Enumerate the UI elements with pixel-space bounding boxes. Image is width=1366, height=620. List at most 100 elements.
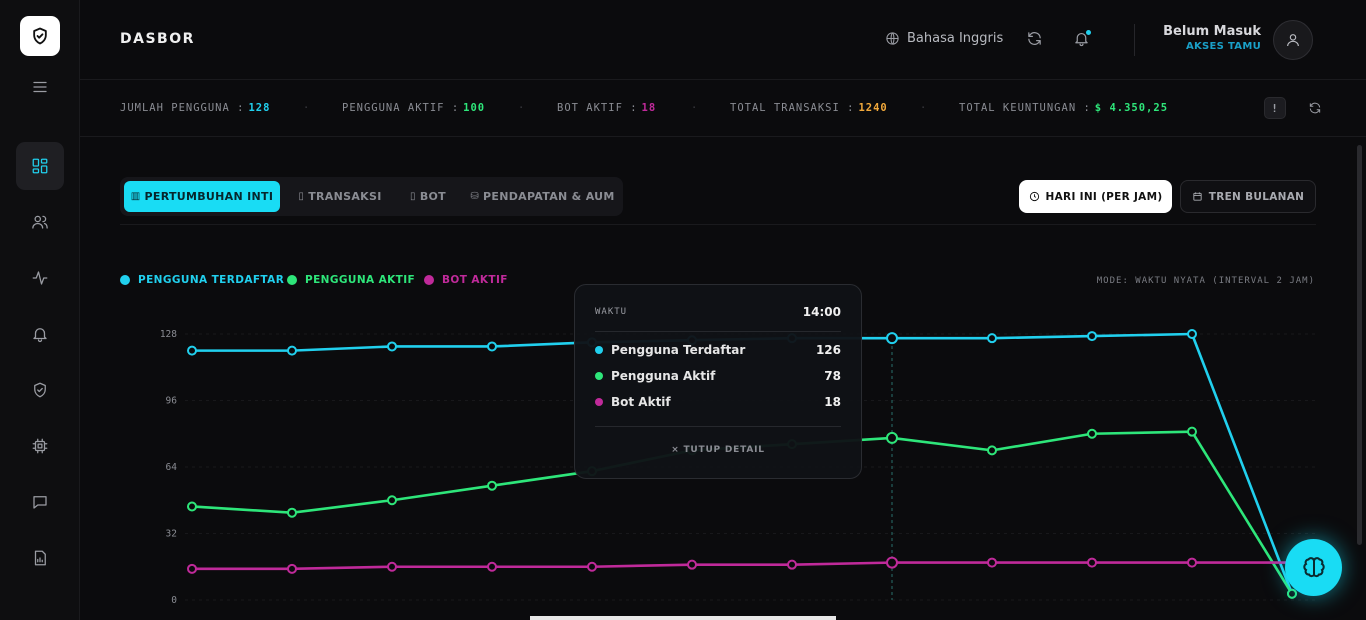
sidebar: [0, 0, 80, 620]
ai-assistant-button[interactable]: [1285, 539, 1342, 596]
legend-dot: [424, 275, 434, 285]
legend-dot: [287, 275, 297, 285]
cpu-icon: [32, 438, 48, 454]
data-point: [587, 561, 597, 572]
brain-icon: [1302, 556, 1325, 577]
legend-active[interactable]: PENGGUNA AKTIF: [287, 274, 415, 286]
tab-core-growth[interactable]: ▥ PERTUMBUHAN INTI: [124, 181, 280, 212]
tx-icon: ▯: [298, 191, 305, 202]
tooltip-divider: [595, 331, 841, 332]
clock-icon: [1029, 191, 1039, 202]
data-point: [487, 561, 497, 572]
activity-icon: [32, 271, 48, 285]
data-point: [487, 341, 497, 352]
tooltip-row-registered: Pengguna Terdaftar 126: [595, 343, 841, 357]
separator: ·: [920, 102, 928, 114]
tooltip-label: Pengguna Terdaftar: [611, 343, 746, 357]
stat-value: 18: [641, 102, 657, 114]
stat-value: 1240: [858, 102, 888, 114]
info-button[interactable]: !: [1264, 97, 1286, 119]
stat-label: TOTAL KEUNTUNGAN :: [959, 102, 1091, 114]
stats-bar: JUMLAH PENGGUNA :128 · PENGGUNA AKTIF :1…: [80, 80, 1366, 137]
refresh-button[interactable]: [1026, 30, 1043, 51]
legend-dot: [120, 275, 130, 285]
period-today-label: HARI INI (PER JAM): [1045, 190, 1163, 203]
data-point: [787, 559, 797, 570]
refresh-icon: [1028, 32, 1041, 45]
tab-transactions[interactable]: ▯ TRANSAKSI: [290, 181, 390, 212]
tab-bot[interactable]: ▯ BOT: [396, 181, 460, 212]
y-tick-label: 32: [166, 529, 177, 540]
tooltip-row-active: Pengguna Aktif 78: [595, 369, 841, 383]
shield-check-icon: [33, 27, 47, 45]
tooltip-dot: [595, 398, 603, 406]
user-name: Belum Masuk: [1163, 24, 1261, 39]
sidebar-item-activity[interactable]: [16, 254, 64, 302]
data-point: [987, 333, 997, 344]
hamburger-icon: [33, 81, 47, 93]
avatar[interactable]: [1273, 20, 1313, 60]
period-monthly-label: TREN BULANAN: [1208, 190, 1305, 203]
data-point: [1187, 426, 1197, 437]
chart-tooltip: WAKTU 14:00 Pengguna Terdaftar 126 Penggu…: [574, 284, 862, 479]
bell-icon: [1075, 32, 1088, 47]
tooltip-value: 126: [815, 343, 841, 357]
stat-label: BOT AKTIF :: [557, 102, 638, 114]
stat-value: 128: [248, 102, 271, 114]
tab-revenue-aum[interactable]: ⛁ PENDAPATAN & AUM: [470, 181, 615, 212]
period-monthly-button[interactable]: TREN BULANAN: [1180, 180, 1316, 213]
tooltip-divider: [595, 426, 841, 427]
stats-refresh-button[interactable]: [1304, 97, 1326, 119]
scrollbar[interactable]: [1357, 145, 1362, 545]
tooltip-close-button[interactable]: × TUTUP DETAIL: [671, 445, 765, 455]
data-point: [886, 332, 898, 345]
data-point: [187, 501, 197, 512]
tooltip-dot: [595, 346, 603, 354]
sidebar-item-system[interactable]: [16, 422, 64, 470]
stat-active-users: PENGGUNA AKTIF :100: [342, 102, 485, 114]
mode-indicator: MODE: WAKTU NYATA (INTERVAL 2 JAM): [1096, 276, 1315, 286]
notifications-button[interactable]: [1073, 30, 1091, 51]
sidebar-item-messages[interactable]: [16, 478, 64, 526]
sidebar-item-users[interactable]: [16, 198, 64, 246]
period-today-button[interactable]: HARI INI (PER JAM): [1019, 180, 1172, 213]
menu-toggle-button[interactable]: [16, 63, 64, 111]
data-point: [886, 556, 898, 569]
stat-label: PENGGUNA AKTIF :: [342, 102, 460, 114]
sidebar-item-security[interactable]: [16, 366, 64, 414]
y-tick-label: 0: [171, 595, 177, 606]
data-point: [187, 563, 197, 574]
legend-label: PENGGUNA TERDAFTAR: [138, 274, 285, 286]
legend-label: PENGGUNA AKTIF: [305, 274, 416, 286]
data-point: [1287, 588, 1297, 599]
data-point: [1187, 329, 1197, 339]
legend-bots[interactable]: BOT AKTIF: [424, 274, 508, 286]
data-point: [987, 557, 997, 568]
sidebar-item-dashboard[interactable]: [16, 142, 64, 190]
separator: ·: [518, 102, 526, 114]
stat-label: JUMLAH PENGGUNA :: [120, 102, 245, 114]
sidebar-item-notifications[interactable]: [16, 310, 64, 358]
page-title: DASBOR: [120, 31, 195, 47]
user-icon: [1287, 34, 1299, 47]
legend-registered[interactable]: PENGGUNA TERDAFTAR: [120, 274, 284, 286]
data-point: [387, 341, 397, 352]
chat-icon: [33, 496, 47, 509]
data-point: [1187, 557, 1197, 568]
y-tick-label: 96: [166, 396, 178, 407]
bot-icon: ▯: [410, 191, 416, 202]
tooltip-label: Bot Aktif: [611, 395, 671, 409]
money-icon: ⛁: [470, 191, 480, 202]
dashboard-icon: [32, 158, 48, 174]
language-selector[interactable]: Bahasa Inggris: [885, 31, 1003, 46]
tooltip-time: 14:00: [802, 305, 841, 319]
tooltip-label: Pengguna Aktif: [611, 369, 716, 383]
tab-label: PENDAPATAN & AUM: [483, 190, 615, 203]
globe-icon: [886, 32, 899, 45]
sidebar-item-reports[interactable]: [16, 534, 64, 582]
shield-icon: [34, 382, 46, 398]
chart-tabs: ▥ PERTUMBUHAN INTI ▯ TRANSAKSI ▯ BOT ⛁ PENDA…: [120, 177, 623, 216]
app-logo[interactable]: [20, 16, 60, 56]
data-point: [1087, 428, 1097, 439]
data-point: [287, 507, 297, 518]
